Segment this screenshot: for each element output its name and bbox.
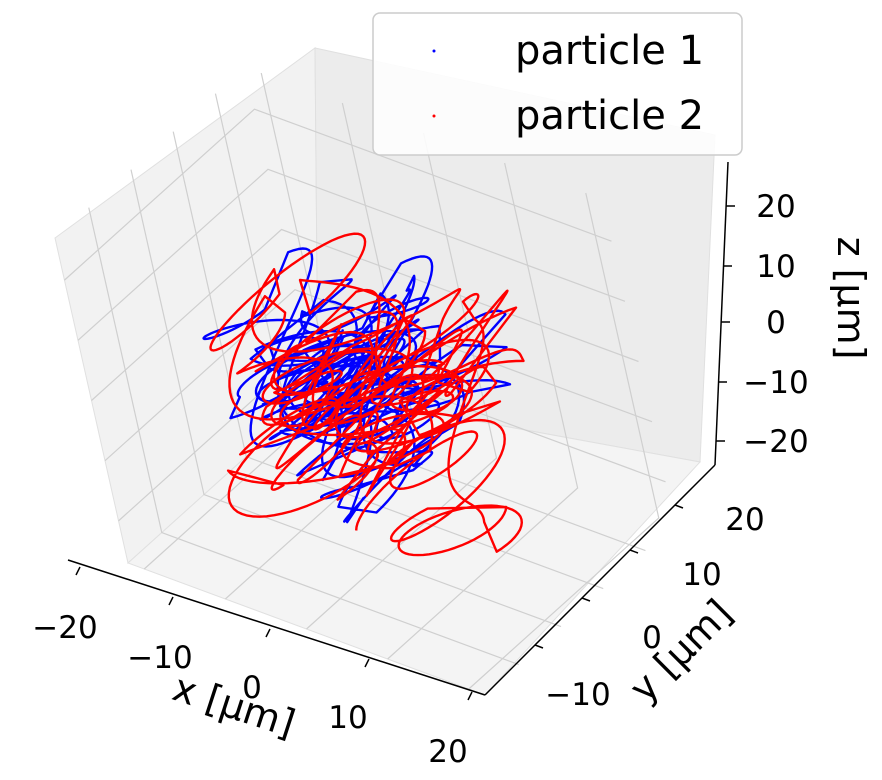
legend-marker-particle-1 bbox=[432, 49, 436, 53]
y-tick-1 bbox=[581, 597, 591, 602]
z-axis-title: z [μm] bbox=[829, 237, 873, 360]
x-tick-0 bbox=[75, 566, 81, 576]
grid-line-x-4 bbox=[468, 192, 660, 690]
z-tick-label-2: 0 bbox=[766, 305, 786, 341]
x-tick-1 bbox=[168, 596, 174, 606]
y-tick-label-3: 20 bbox=[725, 502, 764, 538]
legend-label-particle-1: particle 1 bbox=[515, 28, 704, 74]
y-tick-label-1: 0 bbox=[642, 620, 662, 656]
x-tick-4 bbox=[467, 691, 473, 701]
z-tick-label-3: 10 bbox=[756, 249, 795, 285]
grid-line-y-1 bbox=[130, 169, 562, 628]
trajectories bbox=[202, 232, 525, 557]
x-tick-label-0: −20 bbox=[32, 610, 97, 646]
grid-line-z-1 bbox=[104, 288, 653, 462]
y-tick-label-0: −10 bbox=[545, 677, 610, 713]
y-tick-2 bbox=[629, 549, 639, 554]
z-tick-label-0: −20 bbox=[743, 424, 808, 460]
x-tick-label-1: −10 bbox=[127, 640, 192, 676]
legend-marker-particle-2 bbox=[432, 114, 436, 118]
legend-label-particle-2: particle 2 bbox=[515, 93, 704, 139]
legend: particle 1 particle 2 bbox=[372, 12, 743, 156]
grid-line-y-0 bbox=[88, 207, 519, 666]
x-axis-title: x [μm] bbox=[168, 665, 301, 746]
x-tick-label-2: 0 bbox=[242, 670, 262, 706]
grid-line-z-2 bbox=[91, 228, 639, 401]
y-axis-line bbox=[484, 464, 716, 696]
y-axis-title: y [μm] bbox=[621, 591, 741, 711]
y-tick-3 bbox=[674, 504, 684, 509]
x-tick-2 bbox=[265, 628, 271, 638]
grid-line-x-3 bbox=[387, 162, 579, 660]
y-tick-0 bbox=[534, 644, 544, 649]
grid-line-x-2 bbox=[306, 132, 498, 630]
x-tick-label-4: 20 bbox=[428, 734, 467, 770]
legend-box bbox=[372, 12, 743, 156]
grid-line-z-3 bbox=[77, 168, 626, 341]
z-axis-line bbox=[714, 161, 729, 466]
x-tick-label-3: 10 bbox=[328, 700, 367, 736]
z-tick-label-1: −10 bbox=[743, 365, 808, 401]
y-tick-label-2: 10 bbox=[682, 557, 721, 593]
x-axis-line bbox=[67, 559, 486, 696]
axis-ticks bbox=[75, 205, 735, 701]
z-tick-label-4: 20 bbox=[756, 189, 795, 225]
x-tick-3 bbox=[364, 658, 370, 668]
trajectory-2 bbox=[209, 232, 525, 557]
grid-line-z-4 bbox=[64, 108, 612, 281]
